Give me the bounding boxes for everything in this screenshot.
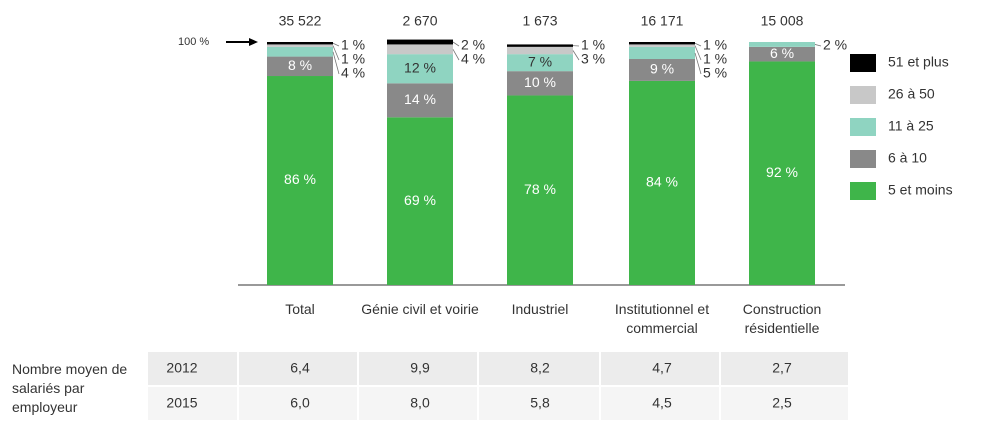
table-cell: 4,7 xyxy=(652,360,672,376)
data-label: 4 % xyxy=(341,65,365,81)
bar-segment xyxy=(267,44,333,47)
bar-segment xyxy=(749,42,815,47)
data-label: 1 % xyxy=(341,37,365,53)
bar-segment xyxy=(387,44,453,55)
table-cell: 2,5 xyxy=(772,395,792,411)
bar-segment xyxy=(749,61,815,285)
bar-segment xyxy=(267,46,333,57)
table-cell: 6,4 xyxy=(290,360,310,376)
table-cell: 9,9 xyxy=(410,360,430,376)
data-label: 84 % xyxy=(646,174,678,190)
table-year: 2012 xyxy=(166,360,197,376)
data-label: 1 % xyxy=(703,37,727,53)
legend-swatch xyxy=(850,86,876,104)
data-label: 86 % xyxy=(284,171,316,187)
data-label: 8 % xyxy=(288,57,312,73)
bar-segment xyxy=(387,54,453,84)
leader-line xyxy=(452,41,460,47)
data-label: 3 % xyxy=(581,51,605,67)
total-label: 15 008 xyxy=(761,13,804,29)
table-cell: 8,0 xyxy=(410,395,430,411)
leader-line xyxy=(694,45,702,61)
total-label: 1 673 xyxy=(522,13,557,29)
bar-segment xyxy=(629,59,695,81)
leader-line xyxy=(332,51,340,75)
data-label: 9 % xyxy=(650,61,674,77)
legend-swatch xyxy=(850,182,876,200)
table-row-bg xyxy=(148,387,848,420)
table-cell: 8,2 xyxy=(530,360,550,376)
bar-segment xyxy=(749,46,815,62)
bar-segment xyxy=(629,42,695,45)
table-cell: 6,0 xyxy=(290,395,310,411)
bar-segment xyxy=(387,117,453,285)
data-label: 2 % xyxy=(461,37,485,53)
bar-segment xyxy=(507,71,573,96)
data-label: 1 % xyxy=(703,51,727,67)
bar-segment xyxy=(267,56,333,77)
leader-line xyxy=(452,49,460,61)
table-cell: 2,7 xyxy=(772,360,792,376)
leader-line xyxy=(572,50,580,61)
leader-line xyxy=(332,42,340,47)
legend-label: 11 à 25 xyxy=(888,118,934,134)
legend-swatch xyxy=(850,118,876,136)
leader-line xyxy=(694,42,702,47)
data-label: 1 % xyxy=(581,37,605,53)
bar-segment xyxy=(267,42,333,45)
bar-segment xyxy=(507,46,573,55)
total-label: 2 670 xyxy=(402,13,437,29)
total-label: 35 522 xyxy=(279,13,322,29)
bar-segment xyxy=(267,76,333,286)
leader-line xyxy=(814,44,822,47)
data-label: 1 % xyxy=(341,51,365,67)
x-tick-label: Institutionnel et commercial xyxy=(614,301,710,336)
x-tick-label: Total xyxy=(285,301,315,317)
bar-segment xyxy=(629,44,695,47)
data-label: 69 % xyxy=(404,192,436,208)
annotation-arrowhead xyxy=(249,38,258,46)
bar-segment xyxy=(387,39,453,45)
leader-line xyxy=(332,45,340,61)
table-row-bg xyxy=(148,352,848,385)
data-label: 12 % xyxy=(404,59,436,75)
annotation: 100 % xyxy=(178,36,209,48)
table-cell: 4,5 xyxy=(652,395,672,411)
bar-segment xyxy=(629,80,695,285)
total-label: 16 171 xyxy=(641,13,684,29)
x-tick-label: Industriel xyxy=(511,301,569,317)
table-header: Nombre moyen de salariés par employeur xyxy=(12,361,128,415)
x-tick-label: Génie civil et voirie xyxy=(361,301,479,317)
bar-segment xyxy=(507,95,573,286)
legend-swatch xyxy=(850,54,876,72)
bar-segment xyxy=(387,83,453,118)
leader-line xyxy=(694,52,702,75)
legend-label: 6 à 10 xyxy=(888,150,927,166)
data-label: 4 % xyxy=(461,51,485,67)
data-label: 2 % xyxy=(823,37,847,53)
bar-segment xyxy=(507,44,573,47)
data-label: 92 % xyxy=(766,164,798,180)
data-label: 78 % xyxy=(524,181,556,197)
data-label: 14 % xyxy=(404,91,436,107)
data-label: 10 % xyxy=(524,74,556,90)
table-year: 2015 xyxy=(166,395,197,411)
bar-segment xyxy=(507,54,573,72)
legend-swatch xyxy=(850,150,876,168)
table-cell: 5,8 xyxy=(530,395,550,411)
data-label: 5 % xyxy=(703,65,727,81)
data-label: 6 % xyxy=(770,45,794,61)
legend-label: 5 et moins xyxy=(888,182,953,198)
x-tick-label: Construction résidentielle xyxy=(742,301,822,336)
bar-segment xyxy=(629,46,695,60)
data-label: 7 % xyxy=(528,53,552,69)
legend-label: 51 et plus xyxy=(888,54,949,70)
legend-label: 26 à 50 xyxy=(888,86,935,102)
